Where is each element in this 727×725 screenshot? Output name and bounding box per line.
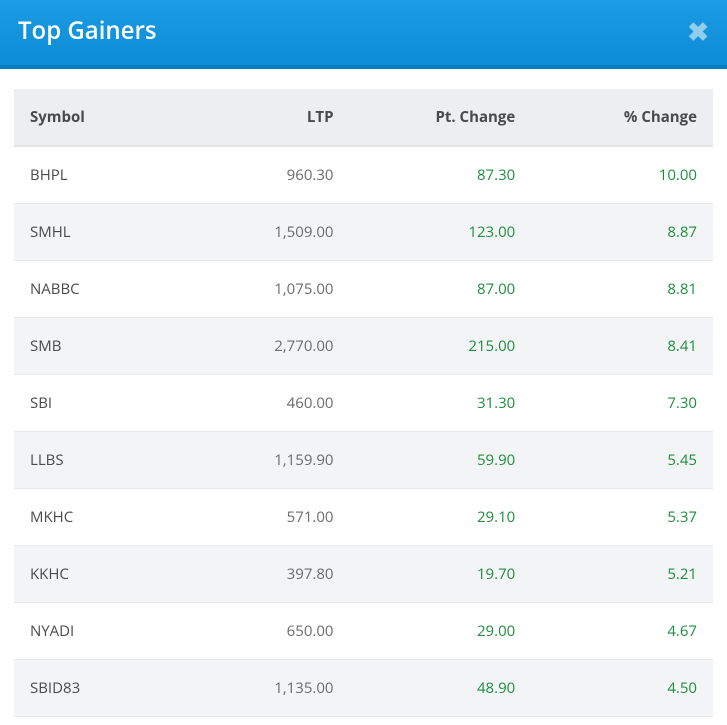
- cell-symbol[interactable]: NABBC: [14, 261, 196, 318]
- table-row[interactable]: KKHC397.8019.705.21: [14, 546, 713, 603]
- cell-pt-change: 19.70: [350, 546, 532, 603]
- table-row[interactable]: LLBS1,159.9059.905.45: [14, 432, 713, 489]
- cell-ltp: 2,770.00: [196, 318, 350, 375]
- panel-header: Top Gainers ✖: [0, 0, 727, 69]
- cell-pct-change: 4.67: [531, 603, 713, 660]
- cell-pt-change: 59.90: [350, 432, 532, 489]
- cell-pct-change: 8.81: [531, 261, 713, 318]
- cell-symbol[interactable]: MKHC: [14, 489, 196, 546]
- cell-ltp: 1,159.90: [196, 432, 350, 489]
- cell-symbol[interactable]: SMHL: [14, 204, 196, 261]
- cell-ltp: 650.00: [196, 603, 350, 660]
- cell-pt-change: 29.10: [350, 489, 532, 546]
- cell-pct-change: 10.00: [531, 146, 713, 204]
- table-row[interactable]: SBID831,135.0048.904.50: [14, 660, 713, 717]
- panel-title: Top Gainers: [18, 14, 157, 47]
- cell-symbol[interactable]: SBID83: [14, 660, 196, 717]
- gainers-table: Symbol LTP Pt. Change % Change BHPL960.3…: [14, 89, 713, 717]
- cell-pct-change: 4.50: [531, 660, 713, 717]
- cell-ltp: 571.00: [196, 489, 350, 546]
- table-row[interactable]: SMHL1,509.00123.008.87: [14, 204, 713, 261]
- close-icon[interactable]: ✖: [687, 18, 709, 44]
- cell-symbol[interactable]: BHPL: [14, 146, 196, 204]
- cell-pt-change: 29.00: [350, 603, 532, 660]
- cell-ltp: 1,509.00: [196, 204, 350, 261]
- cell-symbol[interactable]: KKHC: [14, 546, 196, 603]
- table-header-row: Symbol LTP Pt. Change % Change: [14, 89, 713, 146]
- cell-pct-change: 5.37: [531, 489, 713, 546]
- col-header-pt-change[interactable]: Pt. Change: [350, 89, 532, 146]
- cell-pt-change: 87.30: [350, 146, 532, 204]
- cell-pct-change: 7.30: [531, 375, 713, 432]
- cell-pct-change: 8.87: [531, 204, 713, 261]
- col-header-ltp[interactable]: LTP: [196, 89, 350, 146]
- table-row[interactable]: NABBC1,075.0087.008.81: [14, 261, 713, 318]
- cell-ltp: 960.30: [196, 146, 350, 204]
- cell-pct-change: 5.45: [531, 432, 713, 489]
- cell-pt-change: 87.00: [350, 261, 532, 318]
- cell-ltp: 1,075.00: [196, 261, 350, 318]
- cell-symbol[interactable]: SMB: [14, 318, 196, 375]
- table-container: Symbol LTP Pt. Change % Change BHPL960.3…: [0, 69, 727, 717]
- table-row[interactable]: SMB2,770.00215.008.41: [14, 318, 713, 375]
- cell-ltp: 1,135.00: [196, 660, 350, 717]
- cell-pct-change: 8.41: [531, 318, 713, 375]
- cell-pt-change: 123.00: [350, 204, 532, 261]
- table-row[interactable]: NYADI650.0029.004.67: [14, 603, 713, 660]
- cell-pct-change: 5.21: [531, 546, 713, 603]
- cell-symbol[interactable]: NYADI: [14, 603, 196, 660]
- cell-ltp: 397.80: [196, 546, 350, 603]
- cell-pt-change: 48.90: [350, 660, 532, 717]
- col-header-symbol[interactable]: Symbol: [14, 89, 196, 146]
- top-gainers-panel: Top Gainers ✖ Symbol LTP Pt. Change % Ch…: [0, 0, 727, 717]
- cell-symbol[interactable]: LLBS: [14, 432, 196, 489]
- table-row[interactable]: MKHC571.0029.105.37: [14, 489, 713, 546]
- cell-pt-change: 31.30: [350, 375, 532, 432]
- cell-ltp: 460.00: [196, 375, 350, 432]
- cell-symbol[interactable]: SBI: [14, 375, 196, 432]
- table-row[interactable]: BHPL960.3087.3010.00: [14, 146, 713, 204]
- cell-pt-change: 215.00: [350, 318, 532, 375]
- col-header-pct-change[interactable]: % Change: [531, 89, 713, 146]
- table-row[interactable]: SBI460.0031.307.30: [14, 375, 713, 432]
